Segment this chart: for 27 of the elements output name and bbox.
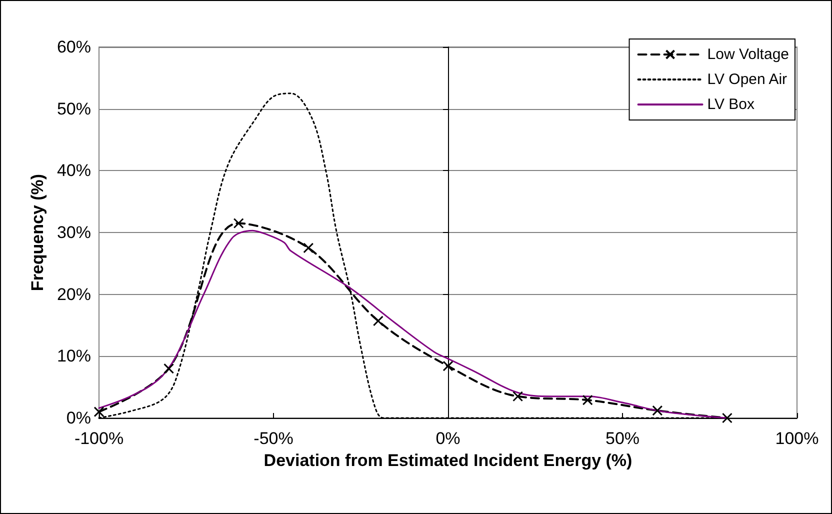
y-tick-label: 10% (56, 346, 91, 366)
legend-label: LV Open Air (707, 71, 788, 88)
y-tick-label: 60% (56, 38, 91, 56)
y-tick-label: 30% (56, 223, 91, 242)
point (233, 218, 244, 228)
legend-label: Low Voltage (707, 46, 790, 63)
point (442, 360, 454, 372)
y-tick-label: 0% (66, 408, 91, 428)
point (722, 412, 732, 424)
point (372, 316, 384, 326)
y-axis-title: Frequency (%) (28, 174, 48, 292)
point (652, 405, 663, 416)
x-tick-label: 100% (775, 429, 819, 448)
x-tick-label: -50% (254, 429, 294, 448)
y-tick-label: 20% (56, 284, 91, 304)
x-tick-label: 0% (436, 429, 460, 448)
y-tick-label: 40% (56, 161, 91, 180)
point (582, 394, 593, 406)
point (512, 391, 524, 402)
point (303, 242, 314, 254)
y-tick-label: 50% (56, 99, 91, 118)
x-tick-label: 50% (605, 429, 640, 448)
point (94, 406, 104, 418)
x-axis-title: Deviation from Estimated Incident Energy (%) (264, 450, 632, 470)
legend-label: LV Box (707, 96, 756, 113)
point (164, 363, 174, 374)
x-tick-label: -100% (74, 429, 124, 448)
